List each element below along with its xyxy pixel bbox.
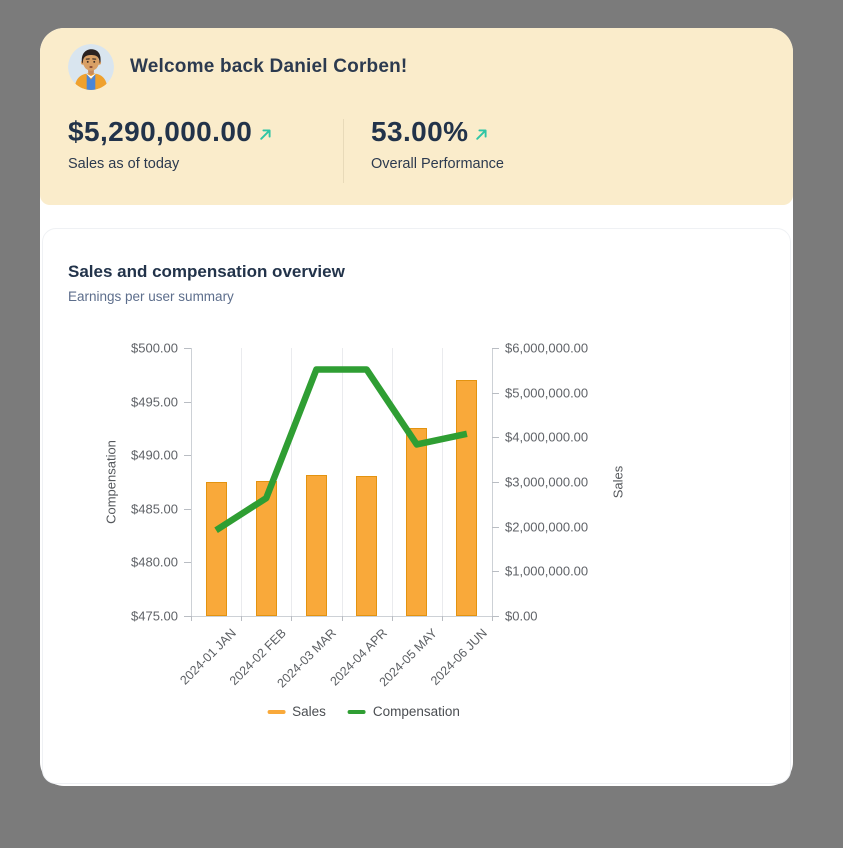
left-axis-tick-label: $485.00	[131, 501, 178, 517]
left-axis-tick	[184, 401, 191, 403]
left-axis-tick	[184, 562, 191, 564]
stat-performance: 53.00% Overall Performance	[371, 116, 504, 173]
right-axis-tick-label: $6,000,000.00	[505, 340, 589, 356]
left-axis-tick-label: $475.00	[131, 608, 178, 624]
sales-bar[interactable]	[305, 474, 327, 616]
left-axis-tick	[184, 616, 191, 617]
left-axis-title: Compensation	[103, 440, 119, 524]
left-axis-tick	[184, 508, 191, 510]
dashboard-card: Welcome back Daniel Corben! $5,290,000.0…	[40, 28, 793, 786]
x-axis-tick	[391, 616, 393, 621]
right-axis-tick-label: $1,000,000.00	[505, 563, 589, 579]
right-axis-tick-label: $5,000,000.00	[505, 385, 589, 401]
right-axis-tick-label: $3,000,000.00	[505, 474, 589, 490]
chart-gridline	[291, 348, 293, 616]
legend-label: Compensation	[372, 704, 460, 719]
right-axis-tick	[492, 526, 499, 528]
stats-row: $5,290,000.00 Sales as of today 53.00%	[68, 117, 765, 183]
left-axis-tick-label: $480.00	[131, 554, 178, 570]
right-axis-title: Sales	[610, 465, 626, 499]
x-axis-tick	[241, 616, 243, 621]
left-axis-tick	[184, 348, 191, 349]
legend-label: Sales	[292, 704, 326, 719]
welcome-title: Welcome back Daniel Corben!	[130, 56, 408, 77]
trend-up-icon	[258, 118, 273, 147]
chart-subtitle: Earnings per user summary	[68, 289, 234, 304]
avatar	[68, 44, 114, 90]
chart-stage: $500.00 $495.00 $490.00 $485.00 $480.00 $475.…	[68, 316, 765, 726]
right-axis-tick-label: $0.00	[505, 608, 538, 624]
right-axis-tick	[492, 616, 499, 617]
chart-gridline	[241, 348, 243, 616]
sales-bar[interactable]	[205, 482, 227, 616]
chart-card: Sales and compensation overview Earnings…	[42, 228, 791, 784]
left-axis-tick-label: $490.00	[131, 447, 178, 463]
left-axis-line	[191, 348, 192, 616]
x-axis-tick	[191, 616, 192, 621]
left-axis-tick	[184, 455, 191, 457]
right-axis-tick	[492, 392, 499, 394]
chart-gridline	[341, 348, 343, 616]
legend-item-sales[interactable]: Sales	[267, 704, 326, 719]
chart-gridline	[441, 348, 443, 616]
chart-title: Sales and compensation overview	[68, 262, 345, 281]
legend-item-compensation[interactable]: Compensation	[347, 704, 460, 719]
trend-up-icon	[474, 118, 489, 147]
stat-performance-value: 53.00%	[371, 116, 469, 147]
right-axis-tick	[492, 571, 499, 573]
sales-bar[interactable]	[356, 476, 378, 616]
stat-performance-label: Overall Performance	[371, 156, 504, 173]
x-axis-tick	[492, 616, 493, 621]
stat-sales-value: $5,290,000.00	[68, 116, 253, 147]
x-axis-tick	[441, 616, 443, 621]
legend-swatch-compensation	[347, 709, 366, 714]
right-axis-tick	[492, 482, 499, 483]
stat-sales-label: Sales as of today	[68, 156, 180, 173]
stat-sales-today: $5,290,000.00 Sales as of today	[68, 117, 343, 172]
right-axis-tick-label: $2,000,000.00	[505, 519, 589, 535]
welcome-header: Welcome back Daniel Corben! $5,290,000.0…	[40, 28, 793, 205]
x-axis-tick	[291, 616, 293, 621]
left-axis-tick-label: $495.00	[131, 394, 178, 410]
legend-swatch-sales	[267, 709, 286, 714]
chart-legend: Sales Compensation	[267, 704, 460, 719]
sales-bar[interactable]	[255, 481, 277, 616]
x-axis-tick	[341, 616, 343, 621]
left-axis-tick-label: $500.00	[131, 340, 178, 356]
stats-divider	[343, 119, 344, 183]
right-axis-tick-label: $4,000,000.00	[505, 429, 589, 445]
welcome-row: Welcome back Daniel Corben!	[68, 44, 765, 90]
right-axis-tick	[492, 348, 499, 349]
chart-gridline	[391, 348, 393, 616]
sales-bar[interactable]	[406, 428, 428, 616]
man-avatar-icon	[68, 44, 114, 90]
right-axis-tick	[492, 437, 499, 439]
sales-bar[interactable]	[456, 379, 478, 616]
